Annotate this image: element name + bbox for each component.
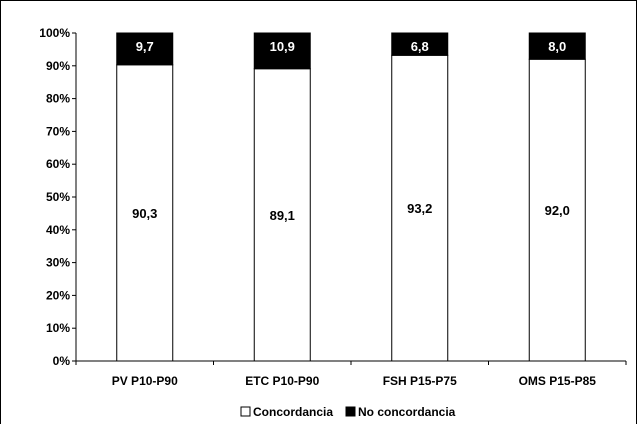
- bar-concordancia: [116, 64, 174, 362]
- legend-label-concordancia: Concordancia: [253, 405, 333, 419]
- y-tick-label: 70%: [46, 124, 70, 138]
- bar-no-concordancia: [391, 32, 449, 56]
- y-tick-label: 80%: [46, 92, 70, 106]
- bar-no-concordancia: [253, 32, 311, 70]
- bar-concordancia: [391, 54, 449, 362]
- y-tick-label: 30%: [46, 256, 70, 270]
- data-label-concordancia: 89,1: [270, 208, 295, 223]
- data-label-concordancia: 93,2: [407, 201, 432, 216]
- data-label-concordancia: 90,3: [132, 206, 157, 221]
- x-tick-label: PV P10-P90: [112, 374, 178, 388]
- y-tick-label: 50%: [46, 190, 70, 204]
- y-tick-label: 90%: [46, 59, 70, 73]
- data-label-concordancia: 92,0: [545, 203, 570, 218]
- bar-no-concordancia: [528, 32, 586, 60]
- bar-no-concordancia: [116, 32, 174, 66]
- legend: Concordancia No concordancia: [240, 405, 456, 419]
- data-label-no-concordancia: 10,9: [270, 39, 295, 54]
- x-tick-label: OMS P15-P85: [519, 374, 597, 388]
- axes: 0% 10% 20% 30% 40% 50% 60% 70% 80% 90% 100% PV P10-…: [39, 26, 627, 388]
- x-tick-label: FSH P15-P75: [383, 374, 457, 388]
- legend-label-no-concordancia: No concordancia: [358, 405, 456, 419]
- y-tick-label: 10%: [46, 321, 70, 335]
- y-tick-label: 40%: [46, 223, 70, 237]
- bar-concordancia: [528, 58, 586, 362]
- data-label-no-concordancia: 9,7: [136, 39, 154, 54]
- legend-swatch-no-concordancia: [345, 406, 356, 417]
- bar-concordancia: [253, 68, 311, 362]
- x-tick-label: ETC P10-P90: [245, 374, 319, 388]
- legend-swatch-concordancia: [240, 406, 251, 417]
- bars: 90,3 9,7 89,1 10,9 93,2 6,8 92,0 8,0: [116, 32, 586, 362]
- data-label-no-concordancia: 8,0: [548, 39, 566, 54]
- y-tick-label: 0%: [53, 354, 71, 368]
- y-tick-label: 60%: [46, 157, 70, 171]
- y-tick-label: 100%: [39, 26, 70, 40]
- data-label-no-concordancia: 6,8: [411, 39, 429, 54]
- y-tick-label: 20%: [46, 288, 70, 302]
